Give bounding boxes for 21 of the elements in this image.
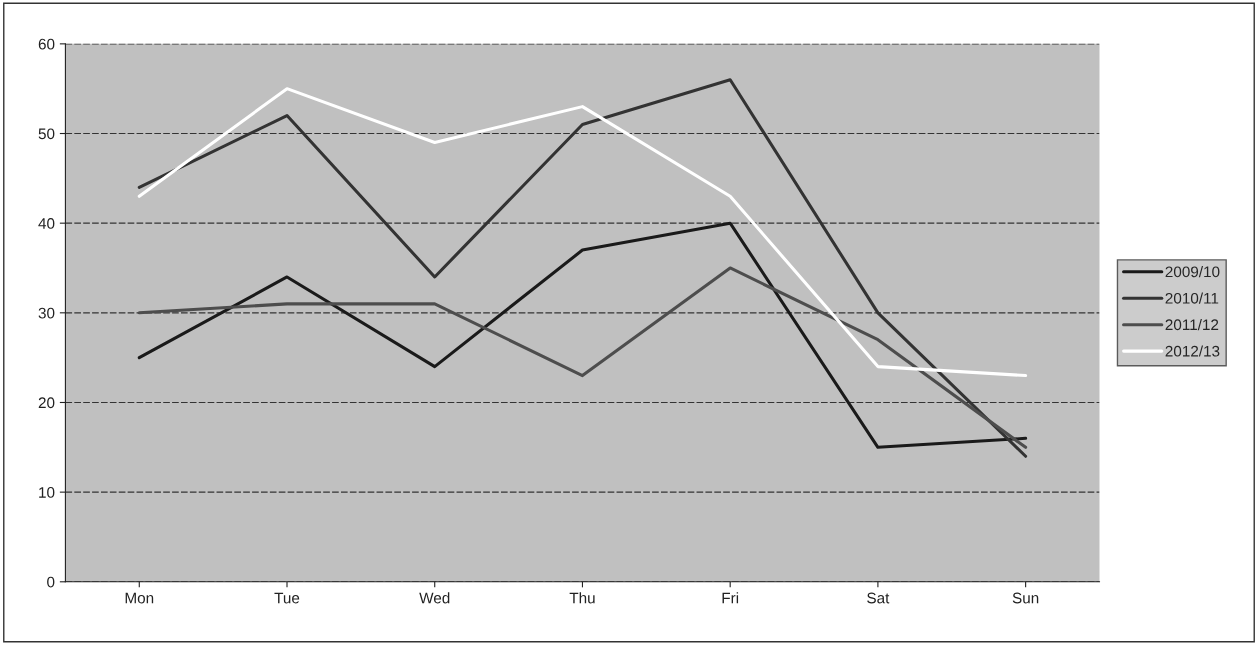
legend-label: 2012/13 [1165, 345, 1220, 357]
y-tick-label: 50 [38, 128, 55, 140]
x-tick-label: Sat [867, 592, 890, 604]
y-tick-label: 20 [38, 397, 55, 409]
y-tick-label: 60 [38, 38, 55, 50]
line-series [137, 87, 1028, 378]
x-tick-label: Sun [1012, 592, 1039, 604]
legend-label: 2009/10 [1165, 266, 1220, 278]
x-tick-label: Wed [419, 592, 450, 604]
y-tick-label: 0 [47, 576, 55, 588]
x-tick-label: Mon [125, 592, 154, 604]
x-tick-label: Thu [569, 592, 595, 604]
legend-label: 2011/12 [1165, 318, 1219, 331]
y-tick-label: 10 [39, 487, 55, 498]
line-series [137, 266, 1028, 449]
x-tick-label: Tue [274, 592, 300, 604]
line-series [137, 221, 1028, 449]
legend-label: 2010/11 [1165, 292, 1219, 304]
y-tick-label: 30 [38, 307, 55, 319]
x-tick-label: Fri [722, 592, 739, 604]
y-tick-label: 40 [38, 218, 55, 229]
